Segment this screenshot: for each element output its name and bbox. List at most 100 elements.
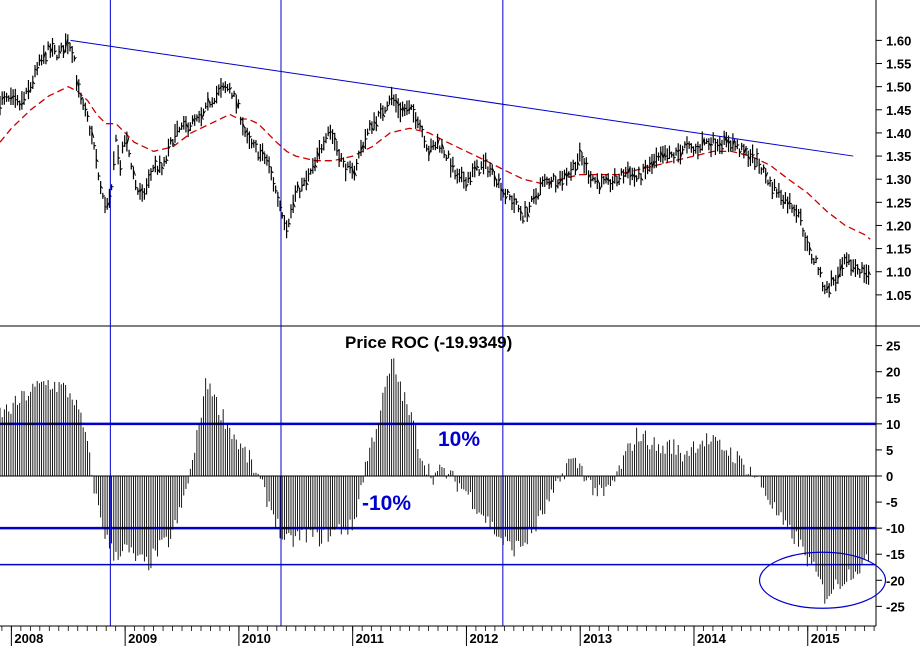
- price-bar-close: [618, 177, 622, 180]
- price-y-tick-label: 1.55: [886, 57, 911, 72]
- x-tick-label: 2013: [583, 631, 612, 646]
- price-bar-close: [87, 114, 90, 118]
- price-y-tick-label: 1.40: [886, 126, 911, 141]
- price-bar-close: [98, 175, 101, 177]
- highlight-ellipse: [758, 551, 887, 609]
- price-y-tick-label: 1.15: [886, 242, 911, 257]
- price-bar-close: [277, 196, 281, 199]
- price-bar-close: [334, 137, 338, 141]
- price-bar-close: [80, 96, 84, 101]
- price-bar-close: [238, 102, 241, 105]
- price-y-tick-label: 1.50: [886, 80, 911, 95]
- price-bar-close: [203, 110, 206, 115]
- price-bar-close: [109, 194, 112, 197]
- price-y-tick-label: 1.60: [886, 33, 911, 48]
- roc-y-tick-label: -15: [886, 547, 905, 562]
- price-bars-group: [0, 33, 872, 298]
- price-bar-close: [28, 89, 31, 94]
- roc-y-tick-label: 15: [886, 391, 900, 406]
- price-y-tick-label: 1.25: [886, 195, 911, 210]
- price-bar-close: [292, 201, 296, 208]
- price-bar-close: [830, 276, 834, 281]
- price-bar-close: [710, 143, 714, 146]
- roc-y-tick-label: 5: [886, 443, 893, 458]
- price-bar-close: [384, 109, 388, 113]
- moving-average-group: [0, 85, 871, 240]
- x-tick-label: 2008: [14, 631, 43, 646]
- price-y-tick-label: 1.05: [886, 288, 911, 303]
- price-bar-close: [507, 190, 510, 194]
- price-bar-close: [774, 186, 777, 189]
- price-bar-close: [470, 180, 473, 183]
- moving-average-line: [0, 85, 871, 240]
- price-bar-close: [159, 161, 162, 164]
- price-bar-close: [579, 149, 583, 153]
- x-axis-ticks: 2008 2009 2010 2011 2012 2013 2014 2015: [1, 626, 875, 646]
- price-bar-close: [314, 164, 318, 168]
- price-bar-close: [371, 127, 375, 131]
- price-bar-close: [375, 123, 379, 127]
- x-tick-label: 2010: [242, 631, 271, 646]
- roc-y-tick-label: 20: [886, 365, 900, 380]
- price-bar-close: [305, 182, 309, 186]
- price-bar-close: [120, 167, 123, 171]
- price-bar-close: [577, 161, 581, 166]
- price-bar-close: [452, 165, 456, 168]
- price-bar-close: [765, 172, 769, 178]
- price-y-tick-label: 1.30: [886, 172, 911, 187]
- trendline-group: [70, 39, 854, 157]
- price-bar-close: [356, 162, 359, 165]
- price-bar-close: [815, 257, 819, 260]
- price-bar-close: [640, 177, 644, 181]
- price-bar-close: [32, 81, 36, 85]
- price-y-tick-label: 1.45: [886, 103, 911, 118]
- price-bar-close: [581, 156, 585, 158]
- price-bar-close: [165, 158, 169, 162]
- price-bar-close: [504, 195, 508, 200]
- price-bar-close: [200, 113, 204, 120]
- x-tick-label: 2012: [469, 631, 498, 646]
- x-tick-label: 2014: [697, 631, 727, 646]
- price-bar-close: [23, 98, 27, 101]
- price-bar-close: [113, 163, 116, 166]
- price-bar-close: [586, 162, 589, 165]
- price-bar-close: [279, 206, 283, 209]
- price-bar-close: [498, 177, 502, 182]
- price-bar-close: [172, 142, 176, 146]
- x-tick-label: 2015: [811, 631, 840, 646]
- price-y-tick-label: 1.20: [886, 218, 911, 233]
- price-bar-close: [524, 206, 528, 209]
- roc-y-tick-label: -25: [886, 599, 905, 614]
- price-bar-close: [465, 183, 469, 188]
- price-bar-close: [297, 183, 301, 190]
- price-bar-close: [758, 163, 762, 166]
- price-bar-close: [270, 170, 274, 174]
- price-bar-close: [155, 159, 158, 163]
- roc-y-tick-label: -10: [886, 521, 905, 536]
- price-bar-close: [131, 165, 134, 168]
- price-bar-close: [732, 138, 736, 146]
- price-bar-close: [288, 222, 292, 225]
- price-bar-close: [802, 229, 806, 232]
- price-bar-close: [476, 165, 480, 169]
- price-bar-close: [54, 50, 57, 53]
- price-bar-close: [800, 219, 803, 222]
- roc-y-tick-label: 0: [886, 469, 893, 484]
- price-bar-close: [118, 157, 121, 159]
- x-tick-label: 2011: [356, 631, 384, 646]
- trendline: [70, 39, 854, 157]
- price-bar-close: [752, 154, 755, 156]
- price-bar-close: [739, 150, 742, 154]
- price-bar-close: [386, 104, 390, 107]
- price-bar-close: [437, 137, 441, 146]
- price-bar-close: [294, 190, 298, 194]
- price-bar-close: [353, 171, 357, 177]
- price-bar-close: [43, 51, 47, 59]
- price-bar-close: [485, 159, 488, 161]
- price-bar-close: [701, 137, 705, 146]
- price-bar-close: [91, 131, 95, 139]
- price-y-tick-label: 1.10: [886, 265, 911, 280]
- band-label-lower: -10%: [362, 492, 411, 515]
- price-bar-close: [36, 66, 40, 69]
